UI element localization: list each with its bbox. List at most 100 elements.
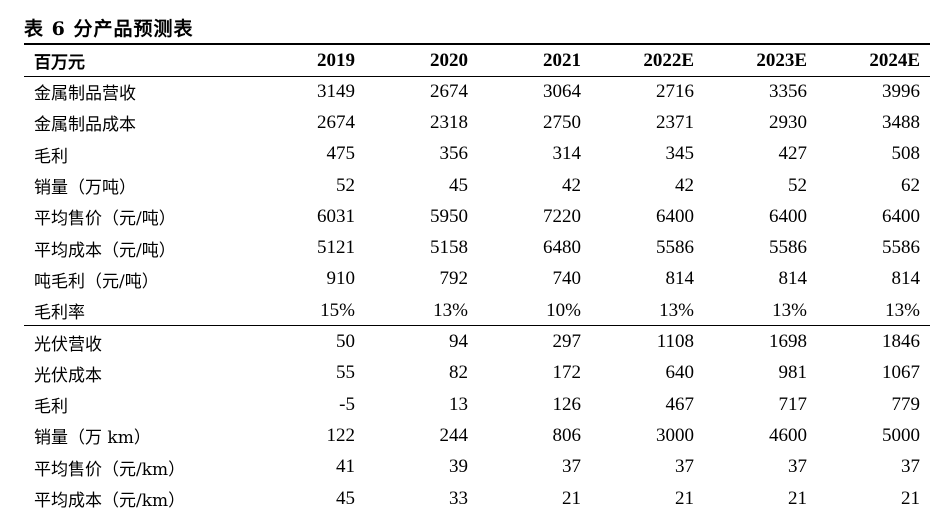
- row-label: 光伏成本: [34, 365, 102, 386]
- row-label: 金属制品成本: [34, 115, 136, 136]
- value-cell: 62: [901, 174, 920, 196]
- table-row: 销量（万 km） 122 244 806 3000 4600 5000: [24, 420, 930, 451]
- value-cell: 42: [675, 174, 694, 196]
- value-cell: 7220: [543, 205, 581, 227]
- value-cell: 10%: [546, 299, 581, 321]
- value-cell: 13%: [659, 299, 694, 321]
- value-cell: 3149: [317, 80, 355, 102]
- value-cell: 814: [665, 268, 695, 290]
- table-row: 光伏营收 50 94 297 1108 1698 1846: [24, 326, 930, 357]
- value-cell: 467: [665, 393, 695, 415]
- value-cell: 13%: [885, 299, 920, 321]
- header-rule: [24, 76, 930, 77]
- table-row: 销量（万吨） 52 45 42 42 52 62: [24, 170, 930, 201]
- value-cell: 345: [665, 143, 695, 165]
- value-cell: 779: [891, 393, 921, 415]
- value-cell: 2674: [317, 111, 355, 133]
- value-cell: 427: [778, 143, 808, 165]
- value-cell: 981: [778, 362, 808, 384]
- value-cell: 21: [901, 487, 920, 509]
- value-cell: 814: [891, 268, 921, 290]
- row-label: 平均成本（元/km）: [34, 491, 186, 511]
- photovoltaic-section: 光伏营收 50 94 297 1108 1698 1846 光伏成本 55 82 172 640 981…: [24, 326, 930, 514]
- value-cell: 5158: [430, 237, 468, 259]
- value-cell: 41: [336, 456, 355, 478]
- value-cell: 42: [562, 174, 581, 196]
- value-cell: 37: [901, 456, 920, 478]
- value-cell: 172: [552, 362, 582, 384]
- value-cell: 13%: [772, 299, 807, 321]
- value-cell: 2750: [543, 111, 581, 133]
- table-row: 金属制品成本 2674 2318 2750 2371 2930 3488: [24, 107, 930, 138]
- value-cell: 508: [891, 143, 921, 165]
- header-year: 2020: [430, 49, 468, 71]
- row-label: 平均售价（元/吨）: [34, 209, 176, 230]
- value-cell: 5586: [769, 237, 807, 259]
- value-cell: 94: [449, 331, 468, 353]
- value-cell: 792: [439, 268, 469, 290]
- value-cell: 3356: [769, 80, 807, 102]
- value-cell: 2318: [430, 111, 468, 133]
- value-cell: 5586: [882, 237, 920, 259]
- value-cell: 1698: [769, 331, 807, 353]
- value-cell: 2930: [769, 111, 807, 133]
- table-row: 平均售价（元/吨） 6031 5950 7220 6400 6400 6400: [24, 201, 930, 232]
- value-cell: 3064: [543, 80, 581, 102]
- value-cell: 1846: [882, 331, 920, 353]
- value-cell: 1067: [882, 362, 920, 384]
- value-cell: -5: [339, 393, 355, 415]
- value-cell: 13%: [433, 299, 468, 321]
- value-cell: 2371: [656, 111, 694, 133]
- row-label: 销量（万吨）: [34, 178, 136, 199]
- value-cell: 717: [778, 393, 808, 415]
- table-row: 平均售价（元/km） 41 39 37 37 37 37: [24, 452, 930, 483]
- forecast-table: 百万元 2019 2020 2021 2022E 2023E 2024E 金属制…: [24, 45, 930, 514]
- value-cell: 50: [336, 331, 355, 353]
- header-year: 2019: [317, 49, 355, 71]
- row-label: 毛利: [34, 146, 68, 167]
- value-cell: 5586: [656, 237, 694, 259]
- table-row: 平均成本（元/km） 45 33 21 21 21 21: [24, 483, 930, 514]
- value-cell: 740: [552, 268, 582, 290]
- value-cell: 52: [788, 174, 807, 196]
- header-row: 百万元 2019 2020 2021 2022E 2023E 2024E: [24, 45, 930, 76]
- value-cell: 640: [665, 362, 695, 384]
- row-label: 吨毛利（元/吨）: [34, 271, 159, 292]
- value-cell: 910: [326, 268, 356, 290]
- row-label: 毛利: [34, 397, 68, 418]
- value-cell: 15%: [320, 299, 355, 321]
- value-cell: 5121: [317, 237, 355, 259]
- table-title: 表 6 分产品预测表: [24, 18, 194, 40]
- value-cell: 122: [326, 424, 356, 446]
- table-row: 光伏成本 55 82 172 640 981 1067: [24, 358, 930, 389]
- row-label: 光伏营收: [34, 334, 102, 355]
- table-row: 毛利 -5 13 126 467 717 779: [24, 389, 930, 420]
- value-cell: 6400: [882, 205, 920, 227]
- value-cell: 3996: [882, 80, 920, 102]
- value-cell: 5950: [430, 205, 468, 227]
- value-cell: 1108: [656, 331, 694, 353]
- value-cell: 2716: [656, 80, 694, 102]
- value-cell: 45: [336, 487, 355, 509]
- value-cell: 356: [439, 143, 469, 165]
- value-cell: 2674: [430, 80, 468, 102]
- row-label: 金属制品营收: [34, 84, 136, 105]
- value-cell: 37: [562, 456, 581, 478]
- value-cell: 6480: [543, 237, 581, 259]
- value-cell: 6031: [317, 205, 355, 227]
- table-row: 毛利 475 356 314 345 427 508: [24, 139, 930, 170]
- value-cell: 3488: [882, 111, 920, 133]
- table-row: 平均成本（元/吨） 5121 5158 6480 5586 5586 5586: [24, 232, 930, 263]
- value-cell: 126: [552, 393, 582, 415]
- table-row: 吨毛利（元/吨） 910 792 740 814 814 814: [24, 264, 930, 295]
- value-cell: 297: [552, 331, 582, 353]
- value-cell: 33: [449, 487, 468, 509]
- header-year: 2022E: [643, 49, 694, 71]
- value-cell: 37: [788, 456, 807, 478]
- value-cell: 21: [675, 487, 694, 509]
- value-cell: 3000: [656, 424, 694, 446]
- value-cell: 4600: [769, 424, 807, 446]
- value-cell: 814: [778, 268, 808, 290]
- row-label: 销量（万 km）: [34, 428, 151, 449]
- value-cell: 52: [336, 174, 355, 196]
